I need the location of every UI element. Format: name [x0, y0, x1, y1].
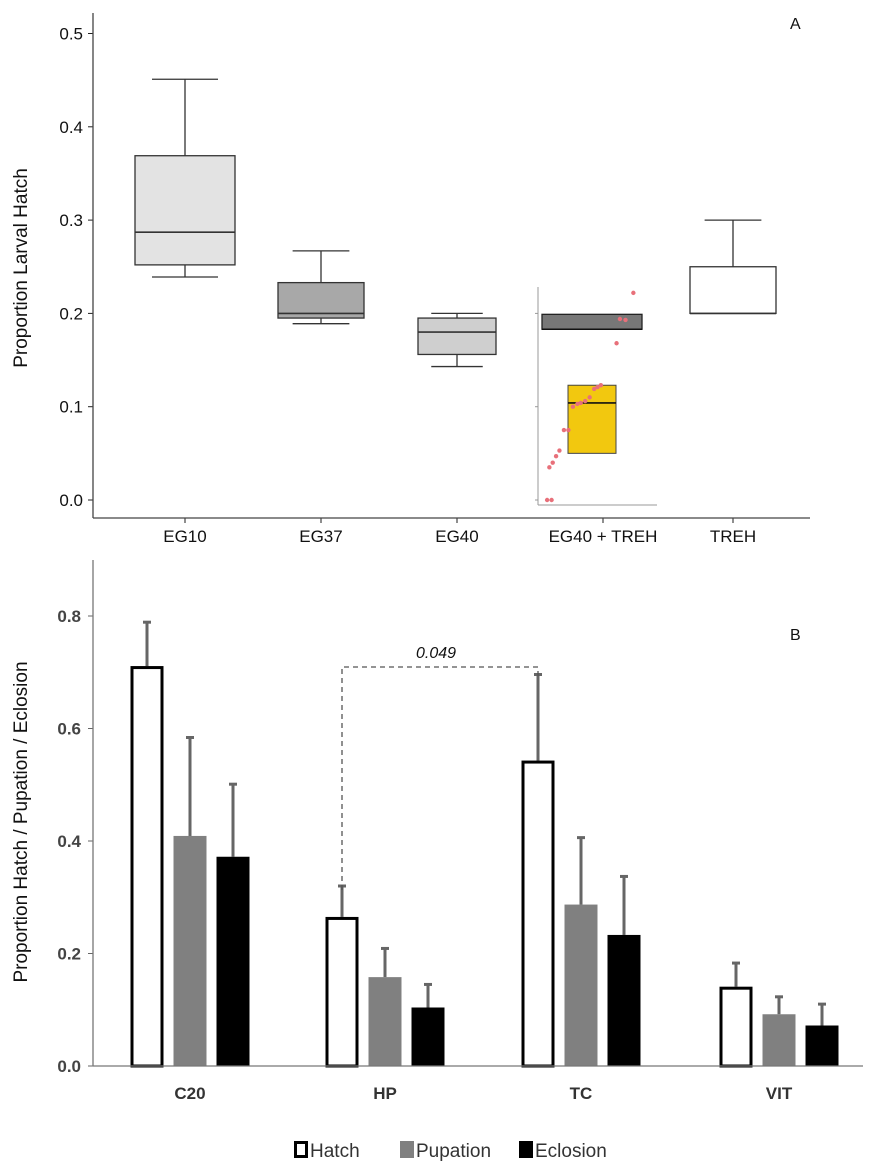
inset-data-point	[553, 453, 559, 459]
legend-swatch-pupation	[400, 1141, 414, 1158]
category-label: VIT	[766, 1084, 793, 1103]
category-label: EG40	[435, 527, 478, 546]
inset-data-point	[544, 497, 550, 503]
bar-hatch	[325, 916, 359, 1068]
panel-b-letter: B	[790, 627, 801, 644]
inset-data-point	[547, 465, 552, 470]
bar-eclosion	[607, 934, 641, 1066]
bar-pupation	[564, 904, 598, 1066]
bar-pupation	[368, 977, 402, 1066]
inset-data-point	[614, 341, 619, 346]
panel-b: Proportion Hatch / Pupation / Eclosion B…	[11, 560, 863, 1162]
box-treh	[689, 219, 777, 315]
significance-bracket	[341, 666, 539, 890]
inset-data-point	[617, 316, 623, 322]
inset-data-point	[595, 384, 600, 390]
bar-pupation	[762, 1014, 796, 1066]
box-iqr	[417, 317, 497, 356]
box-eg10	[134, 78, 236, 278]
category-label: C20	[174, 1084, 205, 1103]
panel-a-boxes	[134, 78, 777, 368]
bar-eclosion	[411, 1007, 445, 1066]
y-tick-label: 0.1	[59, 398, 83, 417]
legend-label-pupation: Pupation	[416, 1141, 491, 1162]
legend-label-hatch: Hatch	[310, 1141, 360, 1162]
inset-box-lower	[567, 384, 617, 454]
panel-a-letter: A	[790, 16, 801, 33]
category-label: EG37	[299, 527, 342, 546]
inset-data-point	[631, 290, 636, 296]
box-eg40	[417, 312, 497, 368]
box-eg37	[277, 250, 365, 325]
y-tick-label: 0.0	[57, 1057, 81, 1076]
series-hatch	[130, 620, 753, 1068]
category-label: TC	[570, 1084, 593, 1103]
panel-b-bars	[130, 620, 839, 1068]
panel-a-y-axis-label: Proportion Larval Hatch	[11, 168, 32, 368]
panel-a-inset	[535, 287, 657, 506]
category-label: EG10	[163, 527, 206, 546]
inset-box-upper	[541, 313, 643, 330]
y-tick-label: 0.2	[59, 304, 83, 323]
panel-a-y-ticks: 0.0 0.1 0.2 0.3 0.4 0.5	[59, 25, 93, 510]
inset-data-point	[587, 395, 592, 400]
panel-b-axes	[92, 560, 863, 1067]
inset-data-point	[623, 317, 628, 323]
series-eclosion	[216, 782, 839, 1066]
category-label: EG40 + TREH	[549, 527, 658, 546]
panel-b-significance: 0.049	[341, 645, 539, 890]
inset-data-point	[591, 386, 597, 392]
bar-hatch	[521, 760, 555, 1068]
bar-eclosion	[805, 1025, 839, 1066]
inset-data-point	[550, 460, 555, 465]
inset-data-point	[561, 427, 567, 433]
panel-a-categories: EG10 EG37 EG40 EG40 + TREH TREH	[163, 518, 756, 546]
legend-label-eclosion: Eclosion	[535, 1141, 607, 1162]
bar-eclosion	[216, 856, 250, 1066]
y-tick-label: 0.3	[59, 211, 83, 230]
panel-b-y-axis-label: Proportion Hatch / Pupation / Eclosion	[11, 661, 32, 982]
inset-data-point	[570, 404, 576, 409]
y-tick-label: 0.0	[59, 491, 83, 510]
y-tick-label: 0.4	[57, 832, 81, 851]
y-tick-label: 0.6	[57, 720, 81, 739]
panel-b-y-ticks: 0.0 0.2 0.4 0.6 0.8	[57, 607, 93, 1076]
y-tick-label: 0.8	[57, 607, 81, 626]
y-tick-label: 0.5	[59, 25, 83, 44]
inset-data-point	[566, 427, 571, 433]
bar-pupation	[173, 835, 207, 1066]
box-iqr	[689, 266, 777, 315]
category-label: HP	[373, 1084, 397, 1103]
inset-data-point	[583, 398, 588, 404]
bar-hatch	[719, 986, 753, 1068]
box-iqr	[277, 281, 365, 319]
inset-data-point	[578, 400, 583, 406]
panel-b-categories: C20 HP TC VIT	[174, 1084, 792, 1103]
panel-a-axes	[92, 13, 810, 519]
bar-hatch	[130, 666, 164, 1068]
box-iqr	[134, 155, 236, 266]
inset-data-point	[598, 383, 604, 388]
legend: Hatch Pupation Eclosion	[294, 1141, 607, 1162]
legend-swatch-hatch	[294, 1141, 308, 1158]
inset-data-point	[575, 401, 580, 407]
series-pupation	[173, 736, 796, 1066]
category-label: TREH	[710, 527, 756, 546]
inset-data-point	[557, 448, 562, 453]
y-tick-label: 0.2	[57, 945, 81, 964]
p-value-label: 0.049	[416, 645, 456, 662]
panel-a: Proportion Larval Hatch A 0.00.10.20.30.…	[11, 13, 810, 546]
legend-swatch-eclosion	[519, 1141, 533, 1158]
y-tick-label: 0.4	[59, 118, 83, 137]
inset-data-point	[549, 497, 554, 503]
